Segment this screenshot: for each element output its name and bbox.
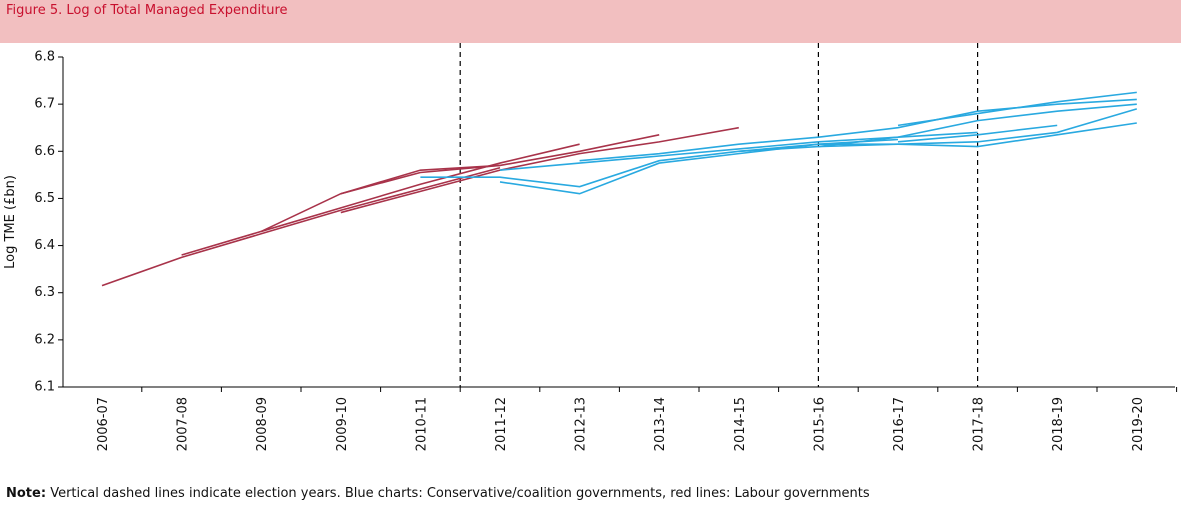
chart-title: Figure 5. Log of Total Managed Expenditu… xyxy=(6,3,288,18)
y-axis-label: Log TME (£bn) xyxy=(3,175,18,269)
x-tick-label: 2010-11 xyxy=(414,397,429,451)
x-tick-label: 2009-10 xyxy=(335,397,350,451)
x-tick-label: 2011-12 xyxy=(494,397,509,451)
y-tick-label: 6.5 xyxy=(34,191,55,206)
x-tick-label: 2013-14 xyxy=(653,397,668,451)
series-line xyxy=(818,122,1137,148)
series-line xyxy=(897,124,1058,143)
title-band xyxy=(0,0,1181,43)
series-line xyxy=(818,103,1137,148)
x-tick-label: 2017-18 xyxy=(972,397,987,451)
series-line xyxy=(738,108,1138,153)
note-text: Vertical dashed lines indicate election … xyxy=(50,486,870,501)
x-tick-label: 2008-09 xyxy=(255,397,270,451)
series-line xyxy=(499,138,899,195)
note: Note: Vertical dashed lines indicate ele… xyxy=(6,486,870,501)
y-tick-label: 6.8 xyxy=(34,50,55,65)
x-tick-label: 2014-15 xyxy=(733,397,748,451)
y-tick-label: 6.6 xyxy=(34,144,55,159)
x-tick-label: 2007-08 xyxy=(176,397,191,451)
y-tick-label: 6.3 xyxy=(34,285,55,300)
series-line xyxy=(340,134,660,195)
x-tick-label: 2015-16 xyxy=(812,397,827,451)
series-line xyxy=(260,143,580,233)
x-tick-label: 2016-17 xyxy=(892,397,907,451)
x-tick-label: 2006-07 xyxy=(96,397,111,451)
x-tick-label: 2018-19 xyxy=(1051,397,1066,451)
x-tick-label: 2019-20 xyxy=(1131,397,1146,451)
y-tick-label: 6.4 xyxy=(34,238,55,253)
y-tick-label: 6.7 xyxy=(34,97,55,112)
y-tick-label: 6.2 xyxy=(34,332,55,347)
y-tick-label: 6.1 xyxy=(34,380,55,395)
series-line xyxy=(340,126,739,214)
series-line xyxy=(897,91,1137,127)
x-tick-label: 2012-13 xyxy=(574,397,589,451)
note-label: Note: xyxy=(6,486,46,501)
series-line xyxy=(101,167,501,287)
series-line xyxy=(579,98,1137,162)
